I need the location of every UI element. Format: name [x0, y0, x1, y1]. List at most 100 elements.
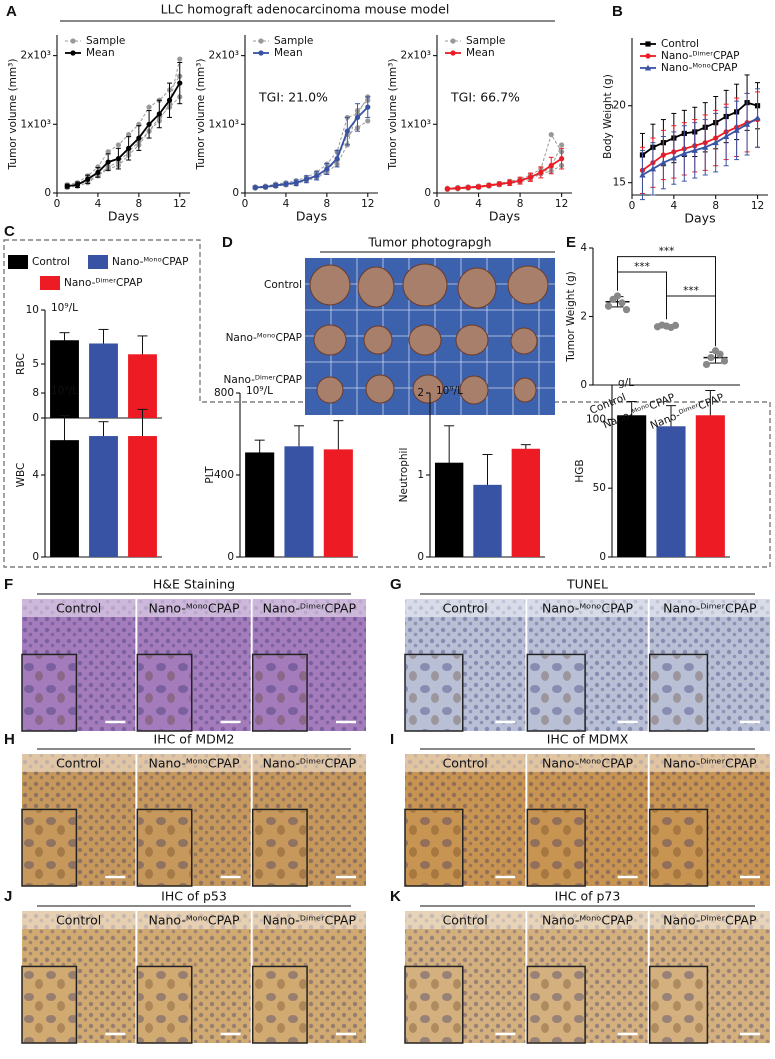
column-label: Nano-ᴰⁱᵐᵉʳCPAP [263, 913, 357, 928]
y-tick-label: 2 [417, 387, 424, 399]
significance-label: *** [683, 285, 699, 297]
x-tick-label: 0 [54, 198, 61, 210]
inset-texture [23, 655, 76, 730]
panel-letter: D [222, 234, 233, 251]
x-tick-label: 8 [324, 198, 331, 210]
mean-line [67, 82, 181, 188]
inset-texture [138, 655, 191, 730]
legend-label: Mean [466, 47, 495, 59]
mean-point [344, 128, 350, 134]
label-band [649, 599, 770, 617]
significance-label: *** [659, 246, 675, 258]
y-tick-label: 15 [613, 177, 626, 189]
panel-letter: H [4, 731, 15, 748]
mean-point [681, 150, 688, 156]
panel-c-frame [3, 239, 771, 568]
x-tick-label: 4 [283, 198, 290, 210]
x-tick-label: 0 [629, 200, 636, 212]
y-axis-label: Body Weight (g) [602, 74, 614, 159]
y-tick-label: 20 [613, 100, 626, 112]
photo-row-label: Nano-ᴹᵒⁿᵒCPAP [226, 332, 302, 344]
mean-point [324, 166, 330, 172]
label-band [527, 599, 648, 617]
inset-texture [23, 967, 76, 1042]
y-tick-label: 4 [32, 469, 39, 481]
bar [323, 449, 353, 557]
inset-texture [650, 810, 707, 885]
mean-point [660, 159, 667, 166]
mean-point [507, 180, 513, 186]
photo-title: Tumor photograpgh [367, 235, 491, 250]
point [702, 360, 711, 369]
inset-texture [253, 810, 307, 885]
y-tick-label: 2 [580, 311, 587, 323]
legend-marker [645, 53, 651, 59]
legend-marker [258, 50, 264, 56]
bar [50, 440, 79, 557]
legend-marker [258, 38, 264, 44]
column-label: Nano-ᴰⁱᵐᵉʳCPAP [663, 601, 757, 616]
legend-label: Nano-ᴰⁱᵐᵉʳCPAP [661, 50, 739, 62]
significance-bracket [666, 295, 716, 347]
x-tick-label: 12 [361, 198, 374, 210]
mean-point [455, 185, 461, 191]
inset-texture [406, 655, 462, 730]
x-tick-label: 4 [95, 198, 102, 210]
y-tick-label: 1 [417, 469, 424, 481]
point [618, 299, 626, 307]
point [671, 321, 680, 330]
y-axis-label: Neutrophil [398, 448, 410, 503]
mean-point [733, 127, 740, 133]
legend-label: Nano-ᴹᵒⁿᵒCPAP [661, 62, 737, 74]
panel-title: IHC of p53 [161, 889, 227, 904]
sample-point [95, 164, 101, 170]
legend-label: Sample [274, 35, 313, 47]
bar [511, 448, 541, 557]
y-axis-label: RBC [15, 353, 27, 375]
mean-point [166, 97, 173, 103]
label-band [405, 599, 526, 617]
label-band [22, 754, 136, 772]
column-label: Nano-ᴰⁱᵐᵉʳCPAP [263, 601, 357, 616]
y-tick-label: 0 [580, 379, 587, 391]
bar [128, 436, 157, 557]
legend-label: Sample [86, 35, 125, 47]
mean-point [465, 184, 471, 191]
inset-texture [528, 967, 585, 1042]
x-axis-label: Days [108, 209, 139, 224]
mean-point [115, 156, 121, 162]
column-label: Nano-ᴰⁱᵐᵉʳCPAP [663, 756, 757, 771]
y-axis-label: WBC [15, 463, 27, 488]
sample-line [67, 75, 181, 186]
bar [128, 354, 157, 418]
column-label: Control [56, 601, 101, 616]
mean-point [105, 159, 111, 165]
y-tick-label: 0 [424, 187, 431, 199]
mean-point [273, 182, 279, 189]
inset-texture [528, 655, 585, 730]
panel-a-title: LLC homograft adenocarcinoma mouse model [161, 2, 450, 17]
legend-marker [70, 50, 76, 56]
panel-letter: I [390, 731, 394, 748]
bar [656, 426, 686, 557]
sample-point [115, 142, 121, 148]
bar [89, 436, 118, 557]
column-label: Nano-ᴹᵒⁿᵒCPAP [149, 913, 240, 928]
x-tick-label: 12 [173, 198, 186, 210]
bar [617, 415, 647, 557]
y-tick-label: 50 [593, 482, 606, 494]
y-tick-label: 4 [580, 242, 587, 254]
mean-point [486, 182, 492, 189]
mean-point [548, 162, 554, 169]
panel-letter: C [4, 223, 15, 240]
legend-marker [450, 38, 456, 44]
label-band [137, 599, 251, 617]
annotation: TGI: 21.0% [258, 90, 328, 105]
y-tick-label: 0 [32, 551, 39, 563]
x-tick-label: 8 [136, 198, 143, 210]
inset-texture [406, 810, 462, 885]
inset-texture [528, 810, 585, 885]
x-tick-label: 0 [242, 198, 249, 210]
mean-point [444, 186, 450, 192]
x-axis-label: Days [489, 209, 520, 224]
